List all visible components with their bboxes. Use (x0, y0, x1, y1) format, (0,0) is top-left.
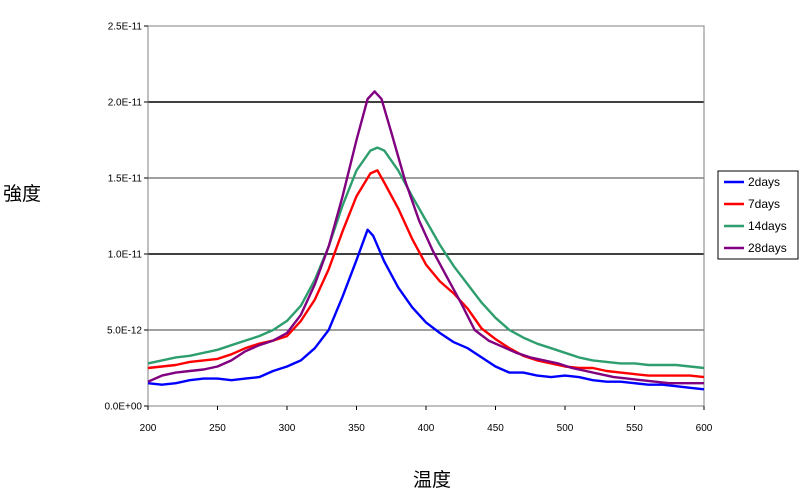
x-axis-title: 温度 (413, 469, 451, 491)
x-tick-label-4: 400 (418, 423, 435, 434)
x-tick-label-0: 200 (140, 423, 157, 434)
y-tick-label-2: 1.0E-11 (108, 250, 143, 261)
x-tick-label-8: 600 (696, 423, 713, 434)
x-tick-label-3: 350 (348, 423, 365, 434)
x-tick-label-7: 550 (626, 423, 643, 434)
gridlines (148, 101, 704, 331)
y-tick-label-4: 2.0E-11 (108, 98, 143, 109)
x-tick-label-6: 500 (557, 423, 574, 434)
y-tick-label-0: 0.0E+00 (104, 402, 142, 413)
y-tick-label-1: 5.0E-12 (107, 326, 142, 337)
x-tick-label-1: 250 (209, 423, 226, 434)
y-tick-label-5: 2.5E-11 (108, 22, 143, 33)
series-line-7days (147, 169, 705, 379)
y-axis-title: 強度 (3, 183, 41, 205)
legend-label-7days: 7days (748, 197, 780, 211)
series-group (147, 90, 705, 391)
series-line-14days (147, 146, 705, 370)
legend-label-14days: 14days (748, 219, 787, 233)
x-tick-label-5: 450 (487, 423, 504, 434)
x-axis: 200 250 300 350 400 450 500 550 600 (140, 406, 713, 434)
series-line-2days (147, 228, 705, 391)
legend-label-28days: 28days (748, 241, 787, 255)
plot-area (147, 25, 705, 407)
legend: 2days 7days 14days 28days (717, 170, 799, 260)
y-tick-label-3: 1.5E-11 (108, 174, 143, 185)
legend-box (717, 170, 799, 260)
x-tick-label-2: 300 (279, 423, 296, 434)
series-line-28days (147, 90, 704, 385)
y-axis: 0.0E+00 5.0E-12 1.0E-11 1.5E-11 2.0E-11 2.5E-… (104, 22, 148, 413)
legend-label-2days: 2days (748, 175, 780, 189)
